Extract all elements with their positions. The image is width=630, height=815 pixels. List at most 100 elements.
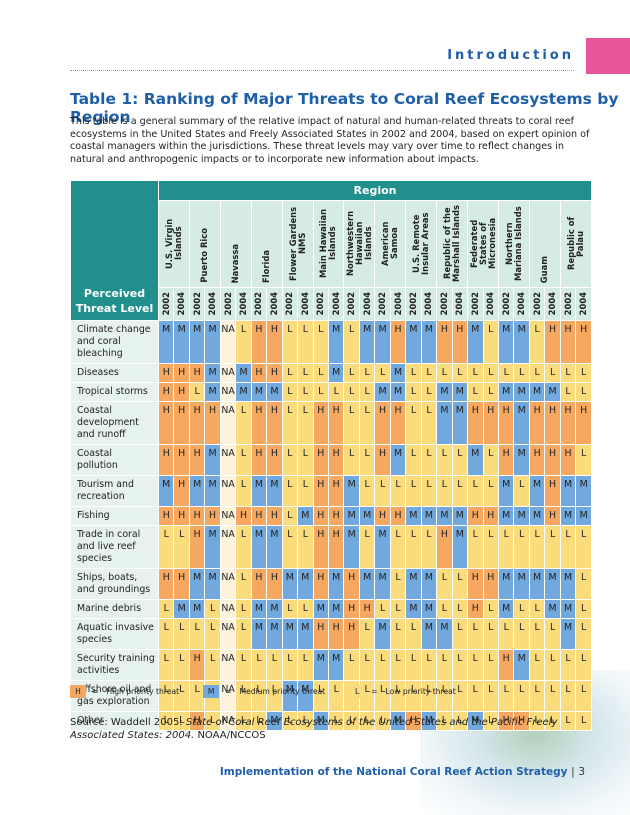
threat-cell: L [157,599,175,619]
threat-cell: L [528,649,546,681]
threat-cell: H [312,506,329,526]
threat-label: Marine debris [70,599,159,619]
threat-cell: H [173,568,190,600]
threat-cell: L [544,649,561,681]
threat-cell: M [513,568,530,600]
threat-cell: L [513,618,530,650]
threat-cell: L [312,320,329,364]
year: 2002 [284,292,295,316]
threat-row: Fishing H H H H NA H H H L M H H M M H H M M M M H H M M M H M M [70,506,592,526]
threat-cell: L [358,475,376,507]
region-row: U.S. Virgin Islands Puerto Rico Navassa Flo… [71,200,593,288]
threat-cell: L [389,599,407,619]
threat-label: Ships, boats, and groundings [70,568,159,600]
threat-cell: H [467,568,484,600]
threat-cell: H [451,320,469,364]
threat-cell: M [188,568,206,600]
threat-cell: L [281,444,299,476]
legend-item: L = Low priority threat [349,685,456,698]
threat-cell: H [343,618,360,650]
threat-cell: H [204,506,221,526]
threat-cell: H [157,506,175,526]
year: 2004 [547,292,558,316]
threat-cell: H [157,363,175,383]
threat-cell: H [250,568,268,600]
threat-cell: L [513,475,530,507]
threat-cell: L [467,382,484,402]
threat-cell: L [250,711,268,731]
threat-cell: M [575,475,592,507]
threat-cell: L [544,680,561,712]
region-name: Main Hawaiian Islands [318,208,338,279]
year: 2004 [237,292,248,316]
legend-text: Medium priority threat [239,687,326,696]
threat-cell: L [497,525,515,569]
threat-cell: NA [219,320,237,364]
threat-cell: L [482,618,499,650]
threat-cell: L [173,649,190,681]
threat-cell: L [297,649,314,681]
legend-swatch: M [203,685,220,698]
region-name: Republic of Palau [565,216,585,271]
threat-label: Security training activities [70,649,159,681]
threat-row: Offshore oil and gas explorationLLLLNALL… [70,680,592,712]
threat-cell: M [266,525,283,569]
threat-cell: L [482,475,499,507]
threat-cell: M [405,599,422,619]
threat-cell: L [467,525,484,569]
threat-cell: L [528,599,546,619]
threat-cell: L [389,568,407,600]
threat-cell: L [235,649,252,681]
threat-cell: M [250,475,268,507]
threat-cell: L [343,363,360,383]
threat-row: Other L L H L NA L L M L L M L L L L M H M L L M L H H L L L L [70,711,592,731]
threat-cell: H [173,444,190,476]
region-name: Guam [539,255,550,283]
threat-cell: H [250,444,268,476]
threat-cell: H [544,401,561,445]
region-name: U.S. Virgin Islands [163,218,183,269]
threat-cell: M [358,320,376,364]
threat-cell: H [266,568,283,600]
threat-cell: M [436,618,453,650]
region-cell: Republic of Palau [559,200,593,288]
threat-cell: M [281,618,299,650]
threat-cell: M [327,363,345,383]
threat-cell: H [266,401,283,445]
threat-cell: H [497,649,515,681]
region-cell: Federated States of Micronesia [467,200,499,288]
threat-cell: L [575,444,592,476]
threat-cell: M [188,320,206,364]
threat-cell: L [188,618,206,650]
legend: H = High priority threat M = Medium priority … [70,685,480,698]
section-tab [586,38,630,74]
threat-cell: H [374,444,391,476]
threat-cell: H [467,401,484,445]
threat-cell: M [575,506,592,526]
threat-cell: H [173,382,190,402]
threat-cell: L [467,363,484,383]
threat-cell: L [405,475,422,507]
threat-cell: L [374,599,391,619]
threat-table: Perceived Threat Level Region U.S. Virgin … [70,180,593,731]
threat-cell: L [467,649,484,681]
year: 2004 [330,292,341,316]
region-name: Flower Gardens NMS [287,206,307,281]
threat-cell: L [482,599,499,619]
threat-cell: M [188,475,206,507]
threat-cell: M [327,599,345,619]
threat-cell: L [204,599,221,619]
threat-cell: L [575,618,592,650]
threat-cell: M [250,525,268,569]
threat-cell: L [297,599,314,619]
threat-cell: H [266,444,283,476]
threat-cell: M [497,599,515,619]
year-cell: 2002 [343,287,360,321]
threat-cell: L [451,363,469,383]
threat-cell: L [575,382,592,402]
legend-text: High priority threat [106,687,180,696]
threat-cell: L [157,618,175,650]
threat-row: Trade in coral and live reef species L L H M… [70,525,592,569]
year: 2002 [469,292,480,316]
threat-cell: M [266,618,283,650]
